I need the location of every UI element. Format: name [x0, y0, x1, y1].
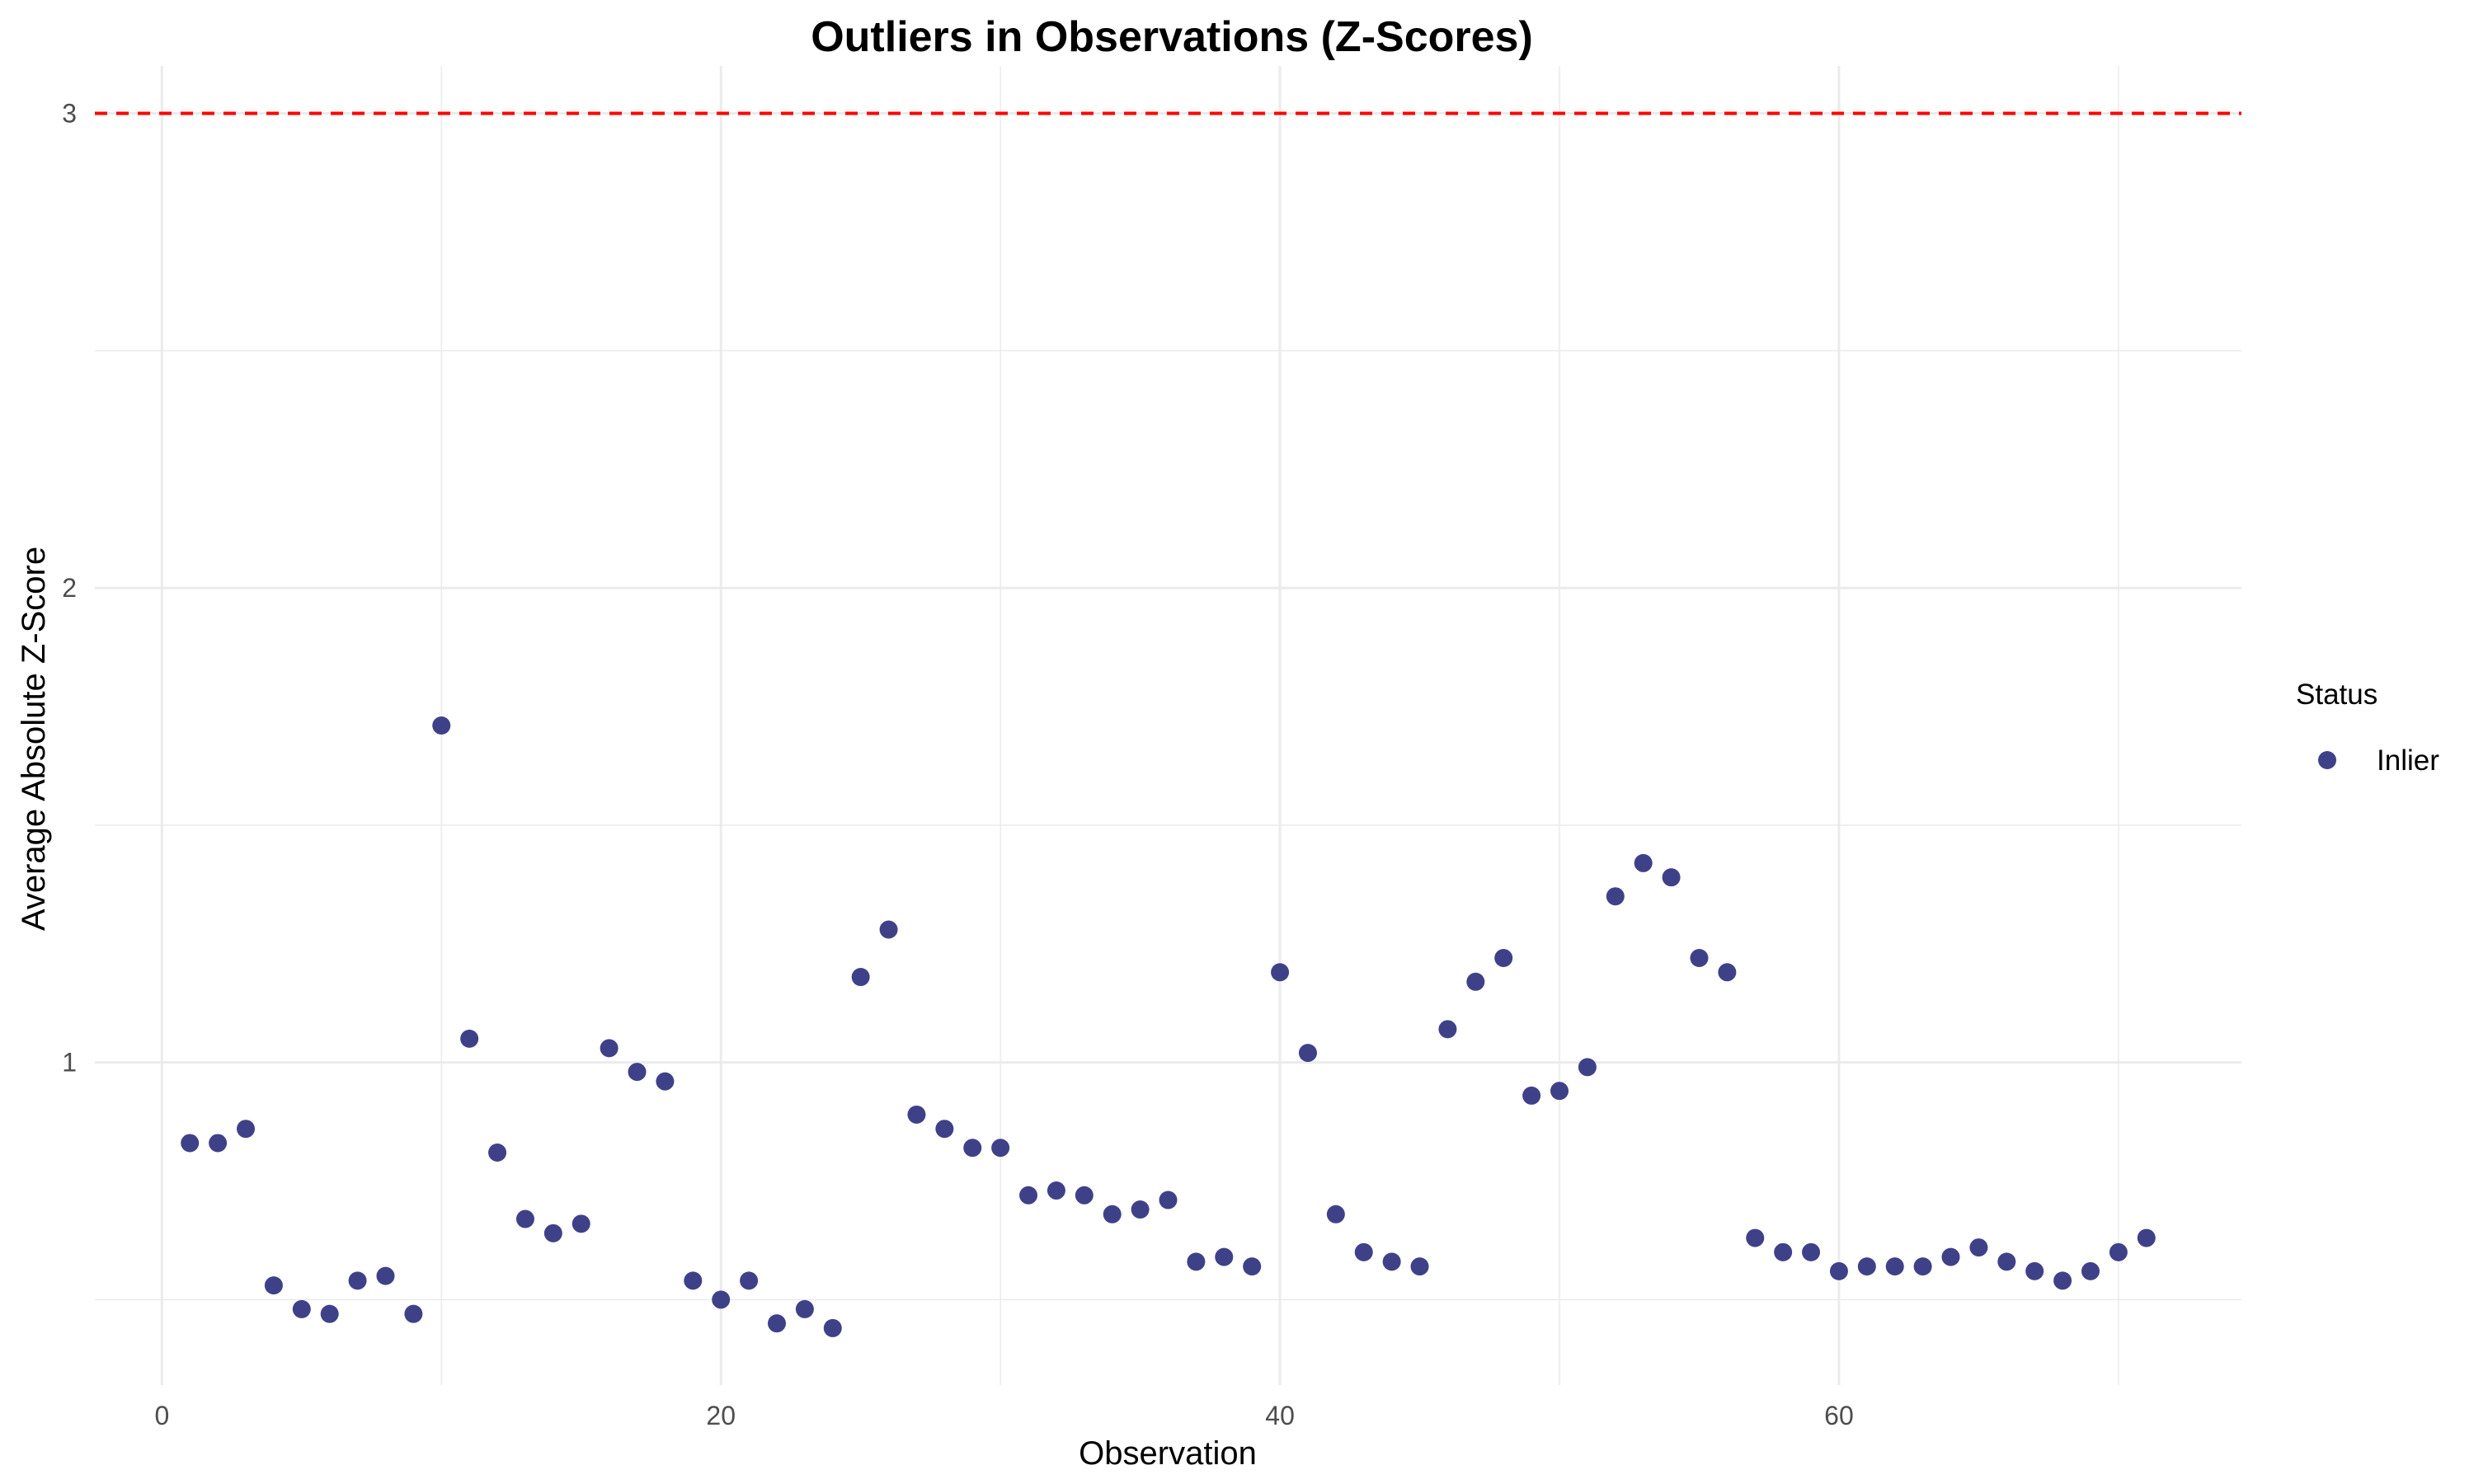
data-point	[237, 1120, 256, 1139]
data-point	[2025, 1261, 2044, 1280]
data-point	[1829, 1261, 1848, 1280]
data-point	[348, 1271, 367, 1290]
data-point	[1606, 887, 1625, 906]
legend-label-inlier: Inlier	[2377, 744, 2439, 777]
data-point	[1326, 1205, 1345, 1223]
data-point	[1941, 1247, 1960, 1266]
data-point	[543, 1223, 562, 1242]
data-point	[1550, 1082, 1569, 1101]
data-point	[1885, 1257, 1904, 1276]
data-point	[2109, 1242, 2128, 1261]
x-tick-label: 0	[154, 1401, 169, 1430]
legend: Status Inlier	[2296, 679, 2439, 777]
data-point	[571, 1214, 590, 1233]
data-point	[1382, 1252, 1401, 1271]
data-point	[1410, 1257, 1429, 1276]
data-point	[879, 920, 898, 939]
data-point	[823, 1318, 842, 1337]
data-point	[1690, 949, 1709, 968]
y-tick-label: 3	[62, 99, 77, 129]
data-point	[460, 1029, 479, 1048]
data-point	[264, 1276, 283, 1295]
data-point	[209, 1134, 228, 1153]
data-point	[1997, 1252, 2016, 1271]
data-point	[1662, 868, 1681, 887]
data-point	[1159, 1190, 1178, 1209]
data-point	[1131, 1200, 1150, 1219]
x-tick-label: 20	[706, 1401, 736, 1430]
y-axis-ticks: 1 2 3	[62, 99, 77, 1078]
data-point	[935, 1120, 954, 1139]
data-point	[767, 1314, 786, 1333]
data-point	[907, 1105, 926, 1124]
x-tick-label: 40	[1265, 1401, 1295, 1430]
data-point	[1718, 963, 1737, 982]
data-point	[963, 1139, 982, 1158]
data-point	[1187, 1252, 1206, 1271]
data-point	[1969, 1238, 1988, 1257]
y-tick-label: 2	[62, 573, 77, 603]
data-point	[376, 1266, 395, 1285]
data-point	[1913, 1257, 1932, 1276]
data-point	[795, 1299, 814, 1318]
data-point	[712, 1290, 731, 1309]
data-point	[1774, 1242, 1793, 1261]
data-point	[404, 1304, 423, 1323]
data-point	[1271, 963, 1290, 982]
data-point	[488, 1143, 507, 1162]
data-point	[1215, 1247, 1234, 1266]
data-point	[1857, 1257, 1876, 1276]
data-point	[1634, 853, 1653, 872]
legend-marker-inlier	[2318, 751, 2336, 769]
data-point	[684, 1271, 703, 1290]
data-point	[1019, 1186, 1038, 1205]
data-point	[1578, 1058, 1597, 1077]
data-point	[1438, 1020, 1457, 1039]
data-point	[851, 968, 870, 987]
legend-title: Status	[2296, 679, 2378, 711]
data-point	[1746, 1228, 1765, 1247]
data-point	[656, 1072, 675, 1091]
data-point	[1103, 1205, 1122, 1223]
data-point	[1802, 1242, 1821, 1261]
data-point	[628, 1063, 647, 1082]
data-point	[181, 1134, 200, 1153]
y-tick-label: 1	[62, 1048, 77, 1078]
x-axis-ticks: 0 20 40 60	[154, 1401, 1853, 1430]
data-point	[1494, 949, 1513, 968]
data-point	[1075, 1186, 1094, 1205]
data-point	[991, 1139, 1010, 1158]
data-point	[1243, 1257, 1262, 1276]
data-point	[1298, 1044, 1317, 1063]
data-point	[740, 1271, 759, 1290]
chart-title: Outliers in Observations (Z-Scores)	[811, 13, 1533, 61]
data-point	[2081, 1261, 2100, 1280]
y-axis-title: Average Absolute Z-Score	[16, 547, 52, 931]
data-point	[515, 1209, 534, 1228]
data-point	[1354, 1242, 1373, 1261]
data-point	[320, 1304, 339, 1323]
data-point	[1047, 1181, 1065, 1200]
grid-lines	[95, 66, 2241, 1385]
data-point	[1522, 1086, 1541, 1105]
data-point	[2137, 1228, 2156, 1247]
x-axis-title: Observation	[1079, 1435, 1257, 1472]
data-point	[432, 716, 451, 735]
data-point	[600, 1039, 618, 1058]
data-points	[181, 716, 2156, 1337]
data-point	[292, 1299, 311, 1318]
x-tick-label: 60	[1824, 1401, 1854, 1430]
data-point	[2053, 1271, 2072, 1290]
data-point	[1466, 972, 1485, 991]
